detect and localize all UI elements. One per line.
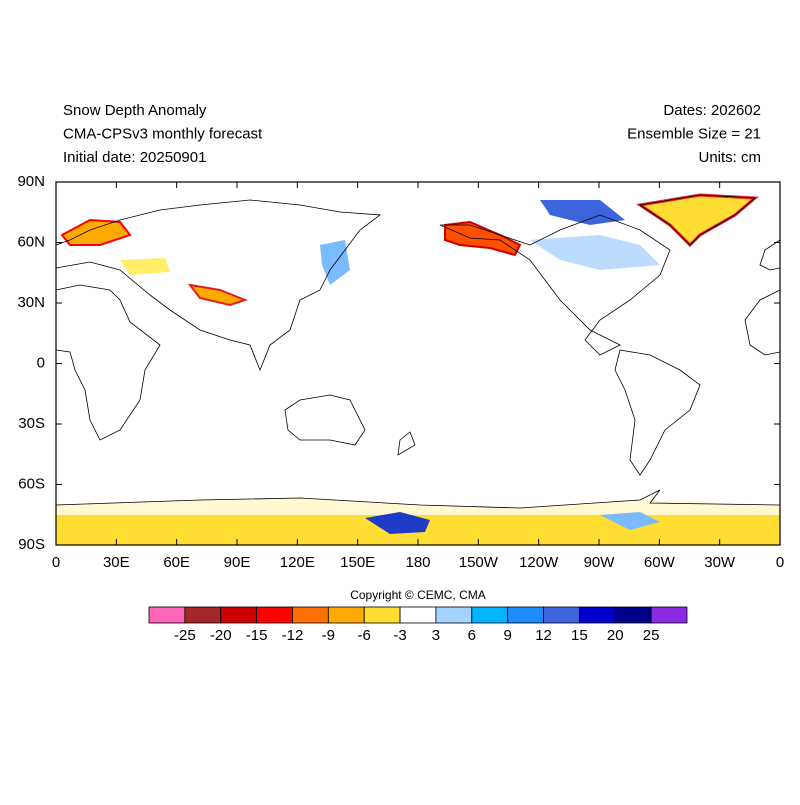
colorbar-label: 15 [571, 627, 588, 644]
coastline [614, 349, 701, 476]
colorbar-box [507, 606, 544, 624]
lon-label: 150W [459, 554, 499, 571]
colorbar-box [650, 606, 688, 624]
colorbar-label: -3 [393, 627, 406, 644]
coastline [55, 489, 781, 509]
lat-label: 0 [37, 354, 45, 371]
lon-label: 0 [52, 554, 60, 571]
coastline [439, 214, 671, 356]
header-right: Ensemble Size = 21 [627, 125, 761, 142]
lon-label: 30E [103, 554, 130, 571]
lon-label: 0 [776, 554, 784, 571]
colorbar-label: -15 [246, 627, 268, 644]
colorbar-label: 9 [503, 627, 511, 644]
colorbar-label: -20 [210, 627, 232, 644]
coastline [55, 284, 161, 441]
colorbar-label: -12 [282, 627, 304, 644]
header-left: Snow Depth Anomaly [63, 102, 207, 119]
scandinavia-anomaly [60, 218, 132, 246]
colorbar-box [471, 606, 509, 624]
coastline [759, 239, 781, 271]
colorbar-box [327, 606, 365, 624]
colorbar-box [543, 606, 580, 624]
weddell-anomaly [600, 512, 660, 530]
coastline [55, 199, 382, 372]
ross-anomaly [365, 512, 430, 534]
colorbar-box [399, 606, 437, 624]
colorbar-box [579, 606, 616, 624]
colorbar-label: 20 [607, 627, 624, 644]
tibet-anomaly [187, 283, 248, 307]
header-left: CMA-CPSv3 monthly forecast [63, 125, 263, 142]
lon-label: 120E [280, 554, 315, 571]
east-asia-anomaly [320, 240, 350, 285]
colorbar-box [292, 606, 329, 624]
lon-label: 180 [405, 554, 430, 571]
colorbar-label: 25 [643, 627, 660, 644]
colorbar-box [256, 606, 293, 624]
header-right: Dates: 202602 [663, 102, 761, 119]
coastline [744, 289, 781, 356]
colorbar-label: 12 [535, 627, 552, 644]
header-right: Units: cm [698, 149, 761, 166]
lon-label: 30W [704, 554, 736, 571]
lat-label: 60N [17, 233, 45, 250]
lat-label: 30S [18, 415, 45, 432]
copyright: Copyright © CEMC, CMA [350, 588, 486, 602]
lon-label: 90W [584, 554, 616, 571]
europe-anomaly [120, 258, 170, 275]
map [55, 181, 781, 546]
colorbar-label: -6 [358, 627, 371, 644]
colorbar-box [614, 606, 652, 624]
lat-label: 30N [17, 294, 45, 311]
lat-label: 90N [17, 173, 45, 190]
lon-label: 120W [519, 554, 559, 571]
antarctic-edge [56, 498, 780, 515]
lat-label: 90S [18, 536, 45, 553]
lon-label: 90E [224, 554, 251, 571]
colorbar-box [435, 606, 473, 624]
arctic-canada-anomaly [540, 200, 625, 225]
lon-label: 150E [340, 554, 375, 571]
lon-label: 60E [163, 554, 190, 571]
colorbar-box [363, 606, 401, 624]
colorbar-label: 3 [432, 627, 440, 644]
lat-label: 60S [18, 475, 45, 492]
lon-label: 60W [644, 554, 676, 571]
colorbar-label: -9 [322, 627, 335, 644]
colorbar-box [184, 606, 222, 624]
colorbar-box [148, 606, 186, 624]
coastline [284, 394, 366, 446]
colorbar-label: 6 [468, 627, 476, 644]
colorbar-box [220, 606, 258, 624]
coastline [638, 194, 757, 246]
colorbar-label: -25 [174, 627, 196, 644]
header-left: Initial date: 20250901 [63, 149, 206, 166]
canada-anomaly [530, 235, 660, 270]
coastline [397, 431, 416, 456]
